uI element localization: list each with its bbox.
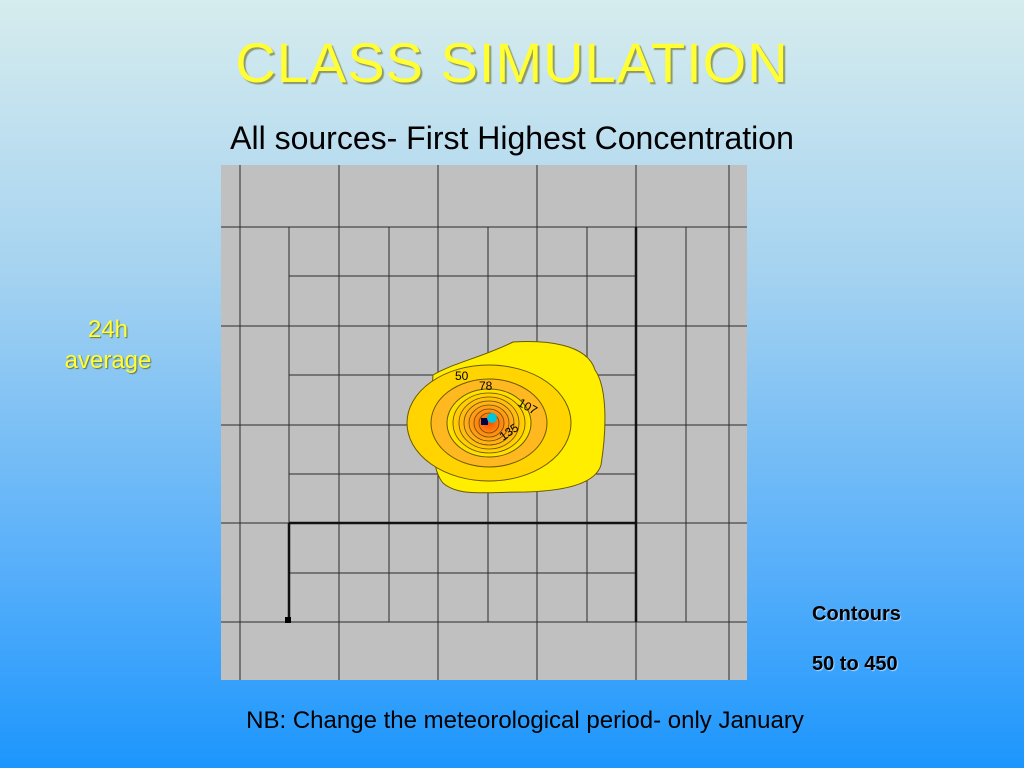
- averaging-period-line-2: average: [64, 347, 152, 374]
- source-marker-main: [481, 418, 488, 425]
- contour-label-78: 78: [479, 379, 493, 393]
- averaging-period-line-1: 24h: [87, 316, 129, 343]
- contours-range: 50 to 450: [812, 653, 898, 675]
- source-marker-secondary: [285, 617, 291, 623]
- slide-subtitle: All sources- First Highest Concentration: [230, 120, 794, 156]
- bold-grid-lines: [287, 227, 638, 622]
- inner-contour-rings: [452, 392, 526, 454]
- contours-label: Contours: [812, 603, 901, 625]
- footnote: NB: Change the meteorological period- on…: [246, 707, 804, 734]
- slide-title: CLASS SIMULATION: [235, 31, 789, 94]
- concentration-map: 50 78 107 135: [221, 165, 747, 685]
- contour-label-50: 50: [455, 369, 469, 383]
- source-highlight: [487, 413, 497, 423]
- contour-135-area: [446, 388, 532, 458]
- averaging-period-label: 24h average: [48, 314, 168, 376]
